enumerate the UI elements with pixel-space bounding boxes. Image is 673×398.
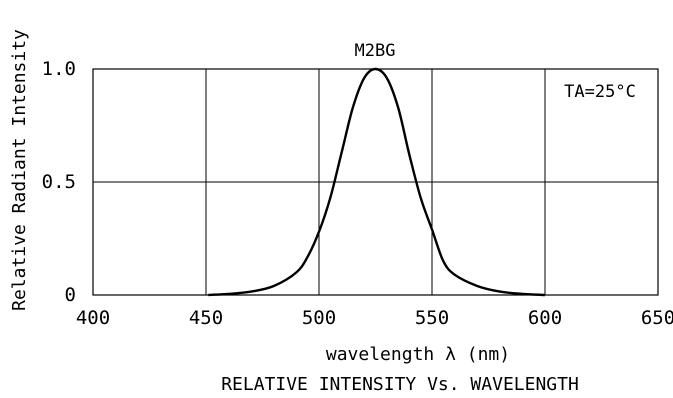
y-tick-label: 0.5 <box>42 171 76 193</box>
x-tick-label: 650 <box>641 307 673 329</box>
x-tick-label: 450 <box>189 307 223 329</box>
y-tick-label: 0 <box>65 284 76 306</box>
x-tick-label: 600 <box>528 307 562 329</box>
temperature-annotation: TA=25°C <box>564 82 636 102</box>
chart-title: M2BG <box>355 41 396 61</box>
x-tick-labels: 400 450 500 550 600 650 <box>76 307 673 329</box>
x-tick-label: 500 <box>302 307 336 329</box>
y-tick-label: 1.0 <box>42 58 76 80</box>
series-line-intensity <box>208 67 546 297</box>
y-tick-labels: 0 0.5 1.0 <box>42 58 76 306</box>
chart-caption: RELATIVE INTENSITY Vs. WAVELENGTH <box>221 374 579 395</box>
x-tick-label: 400 <box>76 307 110 329</box>
y-axis-label: Relative Radiant Intensity <box>9 29 30 311</box>
x-tick-label: 550 <box>415 307 449 329</box>
x-axis-label: wavelength λ (nm) <box>326 344 510 365</box>
